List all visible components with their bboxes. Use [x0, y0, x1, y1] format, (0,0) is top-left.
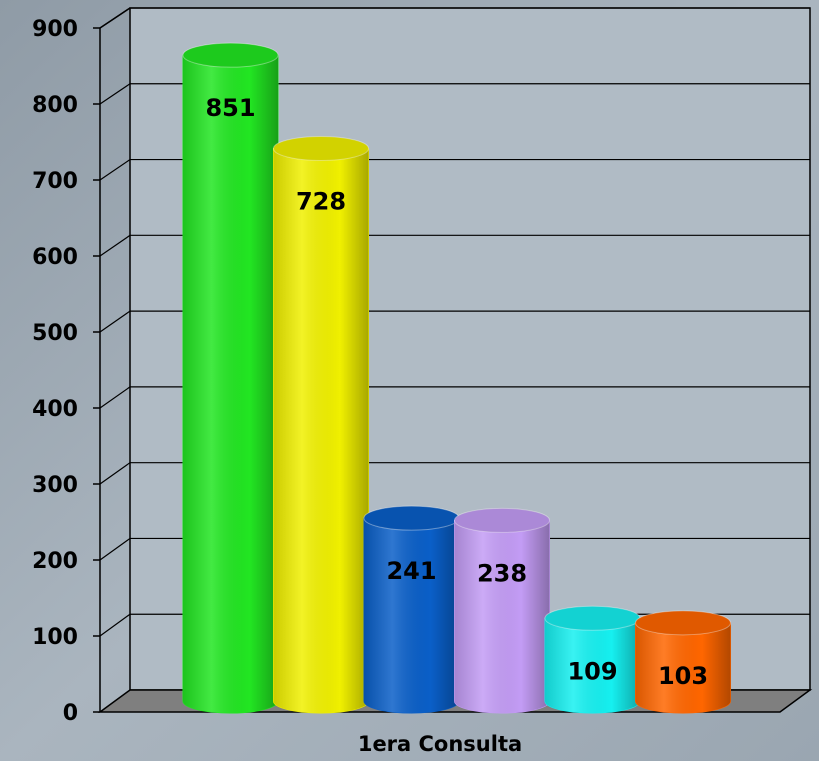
data-label: 241 — [386, 557, 436, 585]
bar-shade — [454, 520, 550, 713]
y-tick-label: 0 — [63, 701, 78, 726]
bar-top-shade — [183, 43, 278, 68]
x-axis-label: 1era Consulta — [358, 732, 522, 756]
grid-line — [99, 83, 810, 105]
data-label: 728 — [296, 188, 346, 216]
y-tick-label: 200 — [32, 549, 78, 574]
bar-shade — [183, 55, 278, 714]
data-label: 109 — [567, 657, 617, 685]
bar-top-shade — [364, 506, 459, 531]
y-tick-label: 300 — [32, 473, 78, 498]
bar-top — [182, 42, 279, 68]
bar-shade — [364, 518, 459, 713]
bar-top — [273, 136, 369, 162]
bar-shade — [635, 622, 731, 713]
bar-top-shade — [635, 610, 731, 635]
bar-top — [635, 610, 731, 636]
y-tick-label: 800 — [32, 93, 78, 118]
bar-top — [454, 507, 550, 533]
y-tick-label: 100 — [32, 625, 78, 650]
data-label: 851 — [205, 94, 255, 122]
grid-line — [99, 158, 810, 181]
grid-line — [99, 537, 810, 561]
bar-top-shade — [545, 606, 640, 631]
bar-shade — [545, 618, 640, 713]
grid-line — [99, 386, 810, 409]
data-label: 103 — [658, 662, 708, 690]
y-tick-label: 700 — [32, 169, 78, 194]
grid-line — [99, 234, 810, 257]
grid-line — [99, 462, 810, 485]
grid-line — [99, 310, 810, 333]
data-label: 238 — [477, 559, 527, 587]
y-tick-label: 600 — [32, 245, 78, 270]
bar-top-shade — [454, 508, 550, 533]
y-tick-label: 500 — [32, 321, 78, 346]
grid-line — [99, 7, 810, 29]
bar-top-shade — [273, 136, 369, 161]
y-tick-label: 900 — [32, 17, 78, 42]
y-tick-label: 400 — [32, 397, 78, 422]
bar-shade — [273, 148, 369, 714]
